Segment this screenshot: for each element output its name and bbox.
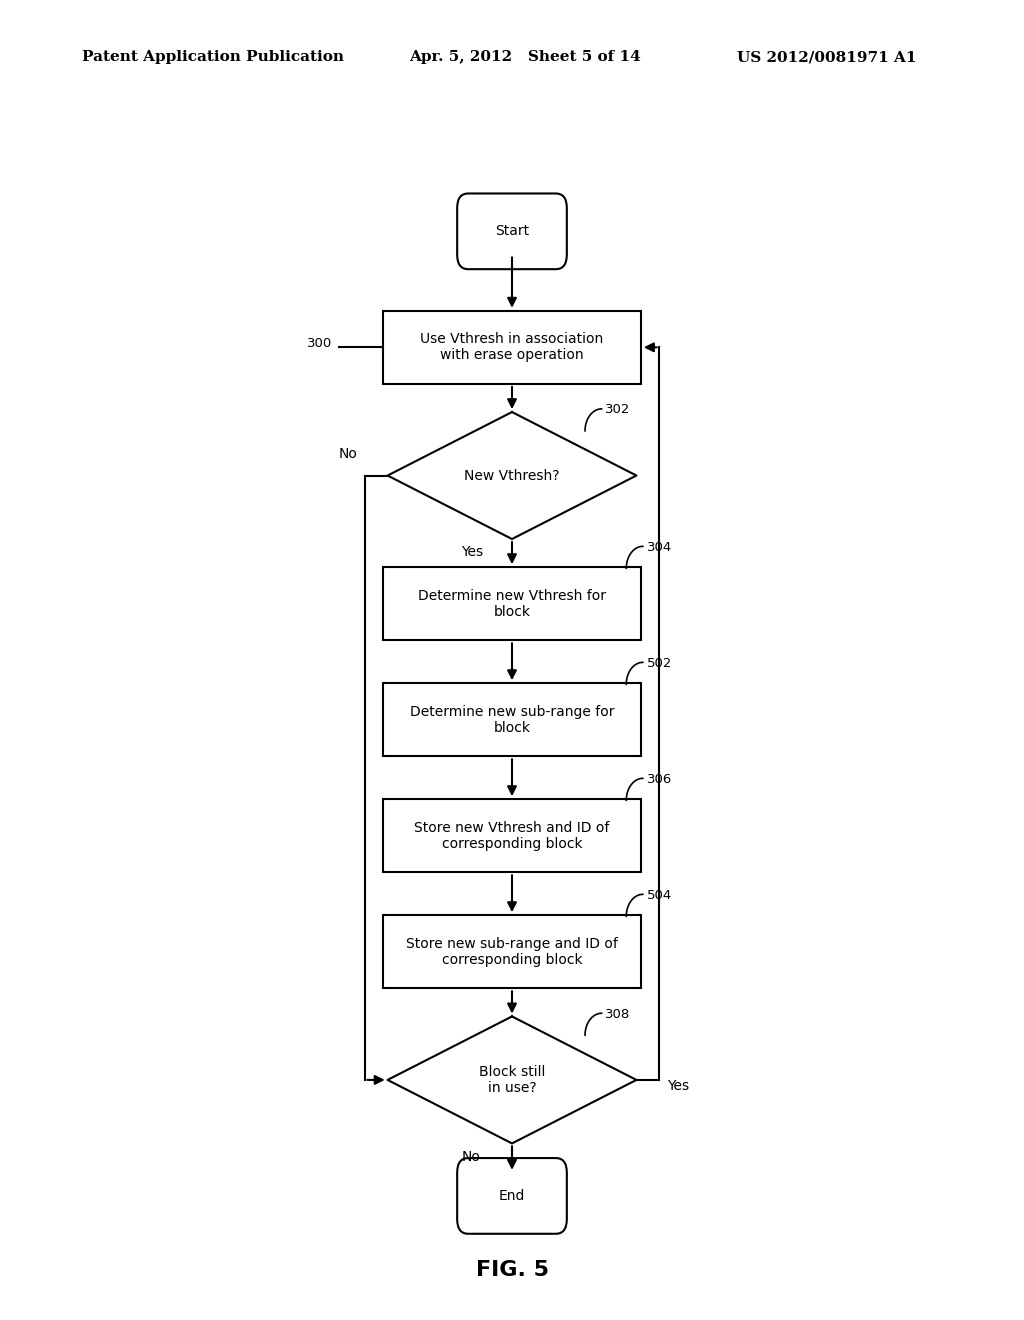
Text: 502: 502 xyxy=(646,656,672,669)
Bar xyxy=(383,310,641,384)
Text: Block still
in use?: Block still in use? xyxy=(479,1065,545,1096)
Text: 300: 300 xyxy=(307,337,332,350)
FancyBboxPatch shape xyxy=(457,194,567,269)
Bar xyxy=(383,568,641,640)
Text: US 2012/0081971 A1: US 2012/0081971 A1 xyxy=(737,50,916,65)
Text: Determine new sub-range for
block: Determine new sub-range for block xyxy=(410,705,614,735)
Text: Store new Vthresh and ID of
corresponding block: Store new Vthresh and ID of correspondin… xyxy=(415,821,609,851)
Text: Yes: Yes xyxy=(667,1078,689,1093)
Bar xyxy=(383,684,641,756)
Text: Yes: Yes xyxy=(461,545,483,560)
Polygon shape xyxy=(387,412,636,539)
Text: 304: 304 xyxy=(646,541,672,553)
Text: 302: 302 xyxy=(605,403,631,416)
Text: End: End xyxy=(499,1189,525,1203)
Text: No: No xyxy=(338,447,357,461)
Text: 308: 308 xyxy=(605,1007,631,1020)
Text: Patent Application Publication: Patent Application Publication xyxy=(82,50,344,65)
Text: Use Vthresh in association
with erase operation: Use Vthresh in association with erase op… xyxy=(421,333,603,363)
Bar xyxy=(383,799,641,873)
Text: No: No xyxy=(461,1150,480,1163)
FancyBboxPatch shape xyxy=(457,1158,567,1234)
Text: Store new sub-range and ID of
corresponding block: Store new sub-range and ID of correspond… xyxy=(407,937,617,966)
Polygon shape xyxy=(387,1016,636,1143)
Text: 306: 306 xyxy=(646,772,672,785)
Text: FIG. 5: FIG. 5 xyxy=(475,1259,549,1280)
Text: New Vthresh?: New Vthresh? xyxy=(464,469,560,483)
Text: 504: 504 xyxy=(646,888,672,902)
Bar xyxy=(383,915,641,989)
Text: Start: Start xyxy=(495,224,529,239)
Text: Determine new Vthresh for
block: Determine new Vthresh for block xyxy=(418,589,606,619)
Text: Apr. 5, 2012   Sheet 5 of 14: Apr. 5, 2012 Sheet 5 of 14 xyxy=(410,50,641,65)
